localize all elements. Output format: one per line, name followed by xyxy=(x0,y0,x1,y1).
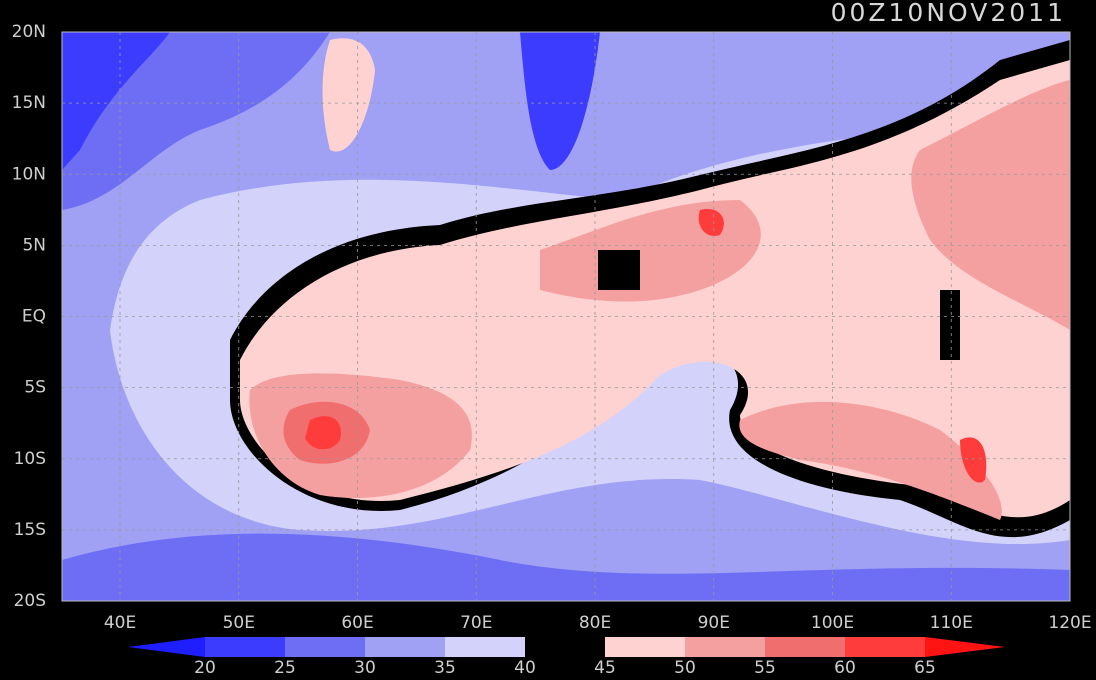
colorbar-label: 60 xyxy=(834,658,856,678)
colorbar-label: 25 xyxy=(274,658,296,678)
colorbar-swatch xyxy=(605,637,685,657)
lon-tick-label: 120E xyxy=(1048,613,1091,633)
field-region xyxy=(598,250,960,360)
field-region xyxy=(62,32,170,170)
lat-tick-label: 15N xyxy=(12,93,46,113)
lat-tick-label: 20S xyxy=(14,591,46,611)
grid xyxy=(62,32,1070,601)
colorbar-label: 45 xyxy=(594,658,616,678)
colorbar-label: 50 xyxy=(674,658,696,678)
colorbar-swatch xyxy=(285,637,365,657)
colorbar-label: 30 xyxy=(354,658,376,678)
lat-tick-label: 10N xyxy=(12,164,46,184)
lon-tick-label: 80E xyxy=(579,613,611,633)
lat-tick-label: EQ xyxy=(22,307,46,327)
colorbar: 20 25 30 35 40 45 50 55 60 65 xyxy=(128,637,1005,678)
lat-tick-label: 20N xyxy=(12,22,46,42)
lon-tick-label: 40E xyxy=(104,613,136,633)
lon-tick-label: 50E xyxy=(223,613,255,633)
colorbar-swatch xyxy=(445,637,525,657)
colorbar-swatch xyxy=(205,637,285,657)
colorbar-label: 35 xyxy=(434,658,456,678)
colorbar-label: 40 xyxy=(514,658,536,678)
colorbar-label: 55 xyxy=(754,658,776,678)
lon-tick-label: 90E xyxy=(698,613,730,633)
lat-tick-label: 15S xyxy=(14,520,46,540)
lat-tick-label: 5N xyxy=(22,235,46,255)
colorbar-swatch xyxy=(525,637,605,657)
lat-tick-label: 5S xyxy=(24,378,46,398)
colorbar-label: 20 xyxy=(194,658,216,678)
field-region xyxy=(911,80,1070,330)
colorbar-arrow xyxy=(925,637,1005,657)
title: 00Z10NOV2011 xyxy=(831,0,1066,27)
colorbar-swatch xyxy=(685,637,765,657)
tick-labels: 40E 50E 60E 70E 80E 90E 100E 110E 120E 20N 15N 10N 5… xyxy=(12,22,1092,633)
lon-tick-label: 110E xyxy=(930,613,973,633)
field-region xyxy=(322,38,375,152)
colorbar-swatch xyxy=(365,637,445,657)
colorbar-swatch xyxy=(845,637,925,657)
field-region xyxy=(62,533,1070,601)
lon-tick-label: 70E xyxy=(460,613,492,633)
colorbar-arrow xyxy=(128,637,205,657)
colorbar-label: 65 xyxy=(914,658,936,678)
lon-tick-label: 100E xyxy=(811,613,854,633)
colorbar-swatch xyxy=(765,637,845,657)
lon-tick-label: 60E xyxy=(341,613,373,633)
field-region xyxy=(739,401,1002,520)
lat-tick-label: 10S xyxy=(14,449,46,469)
field-region xyxy=(520,32,600,170)
